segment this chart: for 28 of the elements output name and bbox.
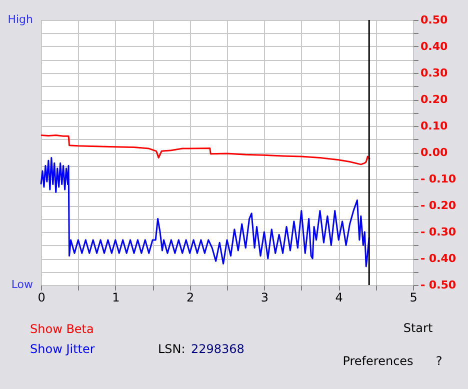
y2-tick-label: 0.50 <box>420 14 448 26</box>
line-series <box>40 157 370 268</box>
y2-tick-label: 0.40 <box>420 40 448 53</box>
x-tick-label: 3 <box>260 290 269 304</box>
text: ? <box>436 354 442 368</box>
x-tick-label: 4 <box>335 290 343 304</box>
text: Show Jitter <box>30 342 95 356</box>
line-series <box>40 134 371 166</box>
text: Preferences <box>342 354 414 368</box>
y2-tick-label: 0.10 <box>420 120 448 132</box>
x-tick-label: 0 <box>38 290 46 304</box>
y2-tick-label: 0.20 <box>420 93 448 106</box>
x-tick-label: 5 <box>410 290 418 304</box>
text: Start <box>403 321 433 335</box>
y2-tick-label: 0.30 <box>420 66 448 80</box>
y2-tick-label: - 0.40 <box>420 252 456 265</box>
y2-tick-label: - 0.30 <box>420 226 456 238</box>
text: Low <box>11 278 33 291</box>
y2-tick-label: 0.00 <box>420 146 448 159</box>
x-tick-label: 2 <box>186 290 194 304</box>
y2-tick-label: - 0.50 <box>420 278 456 292</box>
text: Show Beta <box>30 322 94 336</box>
x-tick-label: 1 <box>112 290 120 304</box>
text: LSN: <box>158 342 186 356</box>
y2-tick-label: - 0.20 <box>420 199 456 212</box>
y2-tick-label: - 0.10 <box>420 172 456 186</box>
text: High <box>8 13 34 26</box>
text: 2298368 <box>191 342 244 356</box>
